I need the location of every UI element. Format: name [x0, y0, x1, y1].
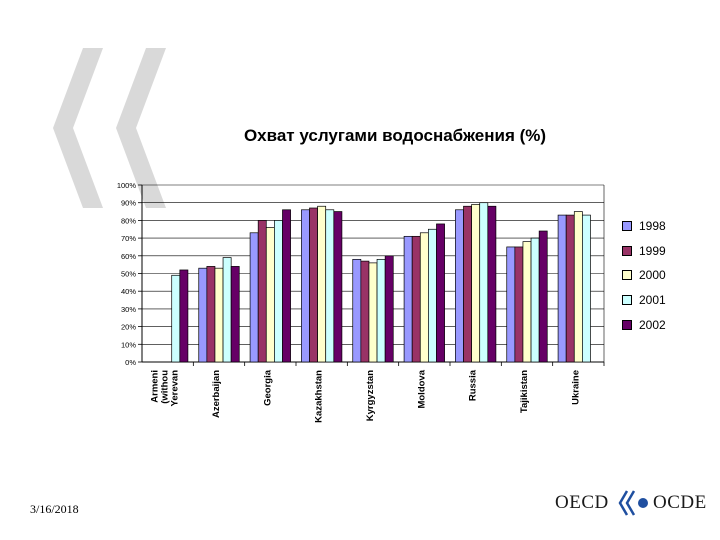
y-tick-label: 70% [121, 234, 136, 243]
bar [506, 246, 516, 363]
bar [179, 269, 189, 363]
oecd-logo: OECD OCDE [555, 488, 707, 518]
bar [573, 211, 583, 363]
bar [582, 214, 591, 363]
x-tick-label: Kazakhstan [314, 370, 325, 423]
bar [171, 274, 181, 363]
bar [214, 267, 224, 363]
y-tick-label: 10% [121, 340, 136, 349]
y-tick-label: 0% [125, 358, 136, 367]
bar [198, 267, 208, 363]
legend-item: 1999 [622, 239, 666, 264]
legend-item: 2002 [622, 312, 666, 337]
bar [428, 228, 437, 363]
x-tick-label: Azerbaijan [211, 370, 222, 418]
bar [487, 205, 497, 363]
bar [317, 205, 327, 363]
legend-swatch [622, 319, 632, 330]
bar [530, 237, 540, 363]
logo-text-oecd: OECD [555, 492, 609, 513]
legend-item: 1998 [622, 214, 666, 239]
bar [514, 246, 524, 363]
y-tick-label: 80% [121, 216, 136, 225]
y-tick-label: 50% [121, 270, 136, 279]
bar [230, 266, 240, 363]
bar [557, 214, 567, 363]
bar [265, 227, 275, 363]
bar [455, 209, 464, 363]
legend-swatch [622, 221, 632, 232]
bar [325, 209, 335, 363]
legend-label: 1998 [639, 219, 666, 234]
bar [257, 220, 267, 363]
logo-guillemet-icon [618, 490, 648, 516]
bar [471, 204, 481, 363]
bar [274, 220, 283, 363]
x-tick-label: Georgia [262, 369, 273, 406]
x-tick-label: Ukraine [570, 370, 581, 405]
bar [282, 209, 291, 363]
legend-label: 2002 [639, 317, 666, 332]
y-tick-label: 60% [121, 252, 136, 261]
bar [565, 214, 575, 363]
legend-label: 1999 [639, 243, 666, 258]
bar [479, 202, 489, 363]
bar [301, 209, 310, 363]
x-tick-label: Kyrgyzstan [365, 370, 376, 421]
y-tick-label: 90% [121, 199, 136, 208]
legend-item: 2000 [622, 263, 666, 288]
legend-swatch [622, 245, 632, 256]
bar [419, 232, 429, 363]
x-tick-label: Moldova [416, 369, 427, 408]
logo-text-ocde: OCDE [653, 492, 707, 513]
y-tick-label: 40% [121, 287, 136, 296]
legend-item: 2001 [622, 288, 666, 313]
y-tick-label: 30% [121, 305, 136, 314]
bar [333, 211, 343, 363]
x-tick-label: Armeni(withouYerevan [150, 370, 181, 407]
x-tick-label: Tajikistan [519, 370, 530, 413]
legend-swatch [622, 295, 632, 306]
bar [249, 232, 259, 363]
bar [360, 260, 370, 363]
legend-label: 2000 [639, 268, 666, 283]
bar [352, 258, 362, 363]
legend-label: 2001 [639, 293, 666, 308]
x-tick-label: Russia [468, 369, 479, 401]
bar [463, 205, 472, 363]
bar [411, 235, 421, 363]
bar [384, 255, 394, 363]
footer-date: 3/16/2018 [30, 502, 79, 516]
legend: 1998 1999 2000 2001 2002 [622, 214, 666, 337]
bar [206, 266, 216, 363]
bar [538, 230, 548, 363]
chart-title: Охват услугами водоснабжения (%) [243, 126, 547, 145]
bar [522, 241, 532, 363]
bar [436, 223, 445, 363]
bar [309, 207, 318, 363]
y-tick-label: 100% [117, 181, 137, 190]
legend-swatch [622, 270, 632, 281]
bar [222, 257, 232, 363]
bar [403, 235, 413, 363]
bar [368, 262, 378, 363]
bar [376, 258, 386, 363]
y-tick-label: 20% [121, 323, 136, 332]
